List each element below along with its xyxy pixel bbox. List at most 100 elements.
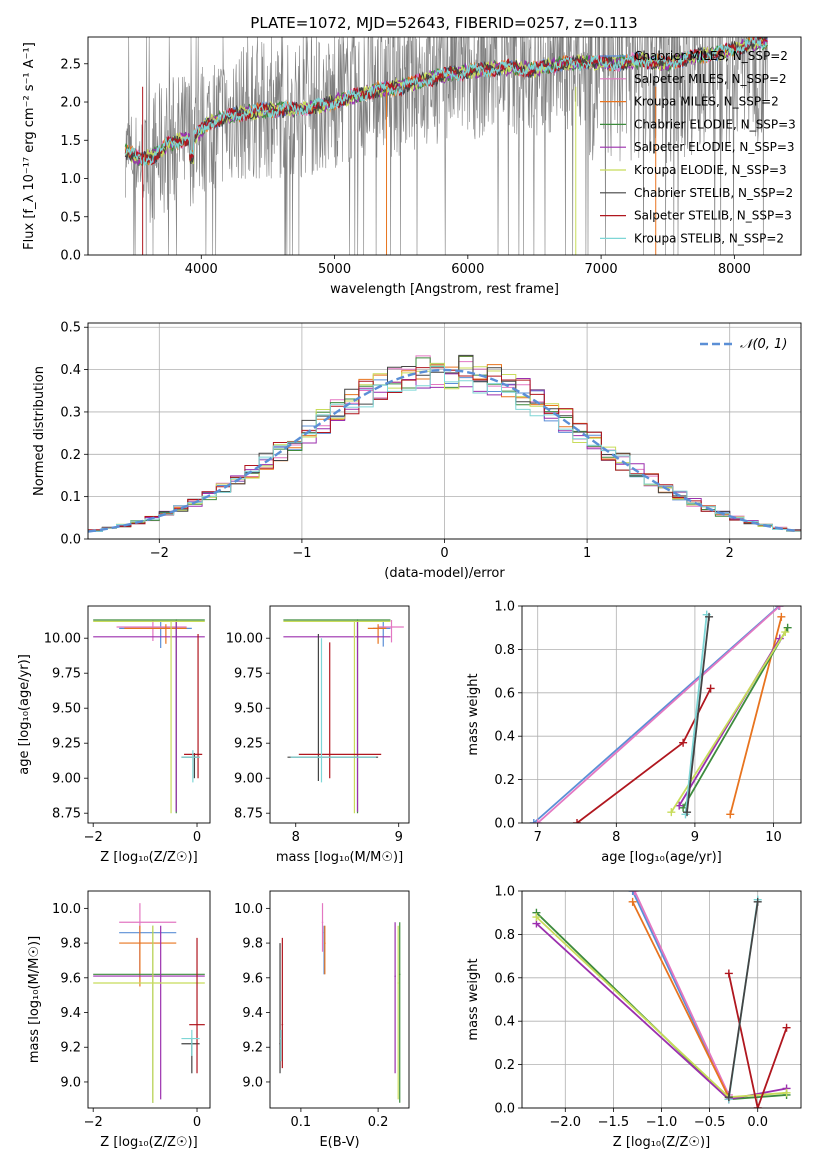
normal-curve-line [88, 368, 799, 533]
plot-area [88, 354, 801, 533]
weight-marker-ch_stelib [753, 897, 762, 906]
weight-line-sa_stelib [727, 973, 788, 1108]
x-tick-label: 8 [292, 830, 300, 845]
y-tick-label: 0.0 [494, 817, 515, 832]
y-tick-label: 9.4 [60, 1006, 81, 1021]
y-tick-label: 0.3 [60, 405, 81, 420]
data-point-kr_elodie [152, 982, 154, 984]
y-axis-label: mass weight [466, 958, 481, 1040]
legend-label-sa_stelib: Salpeter STELIB, N_SSP=3 [634, 209, 792, 223]
y-tick-label: 1.0 [60, 172, 81, 187]
x-tick-label: 4000 [185, 262, 218, 277]
x-tick-label: 0.0 [747, 1115, 768, 1130]
y-tick-label: 10.00 [226, 632, 263, 647]
chart-panel-3: 8 9 8.75 9.00 9.25 9.50 9.75 10.00 mass [log₁₀(M… [226, 605, 410, 865]
data-point-kr_elodie [170, 620, 172, 623]
y-tick-label: 10.0 [234, 902, 263, 917]
data-point-kr_miles [165, 627, 167, 630]
weight-marker-sa_miles [775, 606, 784, 610]
x-axis-label: Z [log₁₀(Z/Z☉)] [100, 850, 197, 865]
data-point-kr_elodie [397, 982, 399, 984]
axes-frame [521, 605, 802, 824]
y-tick-label: 1.5 [60, 134, 81, 149]
weight-marker-sa_elodie [675, 801, 684, 810]
weight-line-kr_stelib [684, 614, 708, 815]
weight-marker-sa_stelib [679, 738, 688, 747]
weight-marker-ch_miles [628, 891, 637, 895]
y-tick-label: 9.8 [60, 937, 81, 952]
weight-marker-ch_miles [774, 606, 783, 610]
x-tick-label: 0 [440, 546, 448, 561]
data-point-sa_stelib [196, 1023, 198, 1026]
data-point-sa_miles [390, 626, 393, 628]
weight-marker-kr_elodie [782, 1088, 791, 1097]
x-tick-label: −2 [84, 1115, 103, 1130]
data-point-sa_miles [139, 921, 141, 924]
y-tick-label: 9.75 [234, 667, 263, 682]
weight-marker-sa_miles [630, 891, 639, 895]
y-tick-label: 9.0 [60, 1075, 81, 1090]
x-tick-label: 0.1 [291, 1115, 312, 1130]
x-tick-label: −2 [84, 830, 103, 845]
x-axis-label: wavelength [Angstrom, rest frame] [330, 282, 559, 297]
weight-marker-sa_stelib [573, 819, 582, 823]
plot-area [283, 619, 404, 814]
weight-line-sa_miles [537, 606, 781, 823]
weight-marker-kr_elodie [781, 628, 790, 637]
y-tick-label: 1.0 [494, 885, 515, 900]
data-point-kr_stelib [280, 1037, 282, 1040]
legend-label-sa_miles: Salpeter MILES, N_SSP=2 [634, 72, 787, 86]
chart-panel-7: −2.0 −1.5 −1.0 −0.5 0.0 0.0 0.2 0.4 0.6 0.8 1.0 Z [… [466, 885, 802, 1150]
x-tick-label: 5000 [318, 262, 351, 277]
data-point-sa_miles [152, 626, 154, 628]
axes-frame [269, 605, 410, 824]
data-point-sa_elodie [356, 636, 359, 638]
y-tick-label: 0.2 [494, 1058, 515, 1073]
y-axis-label: mass [log₁₀(M/M☉)] [27, 936, 42, 1063]
plot-area [279, 903, 401, 1103]
x-tick-label: −1.5 [598, 1115, 630, 1130]
x-tick-label: 0 [193, 830, 201, 845]
data-point-sa_elodie [394, 975, 396, 977]
data-point-kr_miles [139, 942, 141, 944]
data-point-kr_stelib [191, 1037, 193, 1040]
weight-line-sa_miles [633, 891, 730, 1096]
axes-frame [269, 890, 410, 1109]
weight-line-kr_miles [631, 901, 730, 1098]
y-tick-label: 9.25 [52, 737, 81, 752]
weight-marker-kr_miles [726, 810, 735, 819]
y-tick-label: 8.75 [52, 807, 81, 822]
y-tick-label: 8.75 [234, 807, 263, 822]
weight-marker-kr_elodie [667, 808, 676, 817]
data-point-ch_elodie [356, 619, 359, 621]
weight-marker-sa_stelib [706, 684, 715, 693]
y-tick-label: 0.2 [60, 448, 81, 463]
x-tick-label: 0.2 [368, 1115, 389, 1130]
plot-area [124, 37, 768, 255]
legend-label-ch_elodie: Chabrier ELODIE, N_SSP=3 [634, 117, 796, 131]
y-tick-label: 0.0 [60, 249, 81, 264]
chart-panel-2: −2 0 8.75 9.00 9.25 9.50 9.75 10.00 Z [log₁₀(Z/Z… [17, 605, 211, 865]
weight-marker-ch_elodie [783, 623, 792, 632]
weight-line-ch_stelib [727, 901, 759, 1098]
weight-line-ch_elodie [682, 627, 789, 809]
weight-marker-kr_miles [628, 897, 637, 906]
plot-area [93, 619, 205, 814]
y-tick-label: 0.6 [494, 971, 515, 986]
y-tick-label: 0.0 [494, 1102, 515, 1117]
x-tick-label: −2 [150, 546, 169, 561]
weight-marker-sa_stelib [753, 1104, 762, 1108]
y-tick-label: 0.5 [60, 210, 81, 225]
y-tick-label: 10.00 [44, 632, 81, 647]
axes-frame [87, 36, 802, 256]
data-point-sa_stelib [281, 1023, 284, 1026]
x-tick-label: 7000 [585, 262, 618, 277]
legend-label-ch_stelib: Chabrier STELIB, N_SSP=2 [634, 186, 793, 200]
weight-marker-sa_stelib [782, 1023, 791, 1032]
x-tick-label: 0 [193, 1115, 201, 1130]
x-tick-label: 2 [726, 546, 734, 561]
y-tick-label: 0.0 [60, 533, 81, 548]
weight-marker-sa_stelib [724, 969, 733, 978]
y-tick-label: 9.0 [242, 1075, 263, 1090]
plot-area [529, 606, 792, 823]
